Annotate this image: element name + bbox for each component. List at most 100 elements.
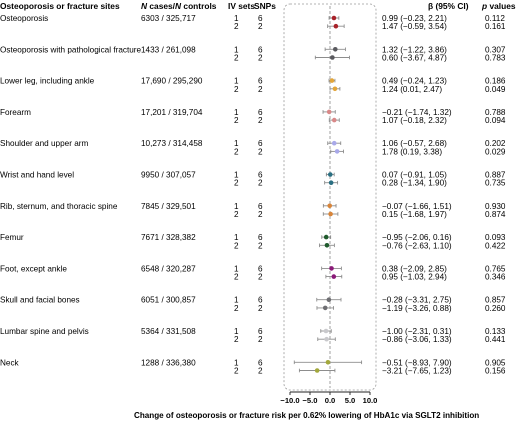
x-tick-label: 10.0	[363, 396, 378, 405]
beta-ci: −1.19 (−3.26, 0.88)	[382, 304, 452, 313]
beta-ci: 0.15 (−1.68, 1.97)	[382, 210, 447, 219]
site-name: Forearm	[0, 108, 31, 117]
snp-count: 6	[258, 296, 263, 305]
snp-count: 6	[258, 327, 263, 336]
snp-count: 2	[258, 54, 263, 63]
iv-set: 1	[234, 358, 239, 367]
site-group: Foot, except ankle 6548 / 320,287 1 6 0.38 (…	[0, 264, 506, 281]
x-tick-label: −10.0	[280, 396, 299, 405]
header-controls-text: controls	[181, 1, 217, 11]
cases-controls: 6303 / 325,717	[141, 14, 196, 23]
p-value: 0.049	[485, 85, 506, 94]
estimate-point	[331, 274, 337, 279]
iv-set: 1	[234, 108, 239, 117]
iv-set: 1	[234, 327, 239, 336]
cases-controls: 7671 / 328,382	[141, 233, 196, 242]
estimate-point	[323, 328, 329, 334]
p-value: 0.094	[485, 116, 506, 125]
iv-set: 2	[234, 367, 239, 376]
estimate-point	[332, 47, 338, 52]
beta-ci: −0.07 (−1.66, 1.51)	[382, 202, 452, 211]
site-group: Lumbar spine and pelvis 5364 / 331,508 1 6 −…	[0, 327, 506, 344]
x-axis: −10.0 −5.0 0.0 5.0 10.0	[280, 391, 378, 405]
beta-ci: −3.21 (−7.65, 1.23)	[382, 367, 452, 376]
cases-controls: 17,201 / 319,704	[141, 108, 203, 117]
site-group: Forearm 17,201 / 319,704 1 6 −0.21 (−1.74, 1…	[0, 108, 506, 125]
iv-set: 1	[234, 45, 239, 54]
beta-ci: 0.07 (−0.91, 1.05)	[382, 171, 447, 180]
estimate-point	[326, 109, 332, 115]
estimate-point	[330, 55, 335, 60]
beta-ci: 0.28 (−1.34, 1.90)	[382, 179, 447, 188]
iv-set: 2	[234, 241, 239, 250]
site-name: Femur	[0, 233, 24, 242]
snp-count: 2	[258, 179, 263, 188]
iv-set: 2	[234, 304, 239, 313]
snp-count: 2	[258, 273, 263, 282]
site-name: Lower leg, including ankle	[0, 77, 95, 86]
estimate-point	[325, 360, 331, 365]
estimate-point	[329, 78, 335, 83]
beta-ci: −0.28 (−3.31, 2.75)	[382, 296, 452, 305]
p-value: 0.735	[485, 179, 506, 188]
p-value: 0.156	[485, 367, 506, 376]
beta-ci: 1.06 (−0.57, 2.68)	[382, 139, 447, 148]
estimate-point	[331, 140, 337, 146]
site-group: Femur 7671 / 328,382 1 6 −0.95 (−2.06, 0.16)…	[0, 233, 506, 250]
iv-set: 1	[234, 171, 239, 180]
site-group: Shoulder and upper arm 10,273 / 314,458 1 6…	[0, 139, 506, 156]
beta-ci: 1.47 (−0.59, 3.54)	[382, 22, 447, 31]
cases-controls: 1288 / 336,380	[141, 358, 196, 367]
header-p-italic: p	[481, 1, 487, 11]
p-value: 0.930	[485, 202, 506, 211]
header-cases-controls: N cases/N controls	[141, 1, 217, 11]
beta-ci: −1.00 (−2.31, 0.31)	[382, 327, 452, 336]
p-value: 0.346	[485, 273, 506, 282]
snp-count: 6	[258, 45, 263, 54]
estimate-point	[327, 172, 333, 177]
iv-set: 1	[234, 14, 239, 23]
beta-ci: 1.07 (−0.18, 2.32)	[382, 116, 447, 125]
iv-set: 1	[234, 139, 239, 148]
cases-controls: 5364 / 331,508	[141, 327, 196, 336]
iv-set: 1	[234, 77, 239, 86]
iv-set: 2	[234, 210, 239, 219]
site-name: Skull and facial bones	[0, 296, 80, 305]
beta-ci: 1.32 (−1.22, 3.86)	[382, 45, 447, 54]
estimate-point	[331, 15, 337, 21]
site-name: Rib, sternum, and thoracic spine	[0, 202, 118, 211]
iv-set: 2	[234, 22, 239, 31]
site-name: Shoulder and upper arm	[0, 139, 88, 148]
snp-count: 6	[258, 202, 263, 211]
site-group: Rib, sternum, and thoracic spine 7845 / 3…	[0, 202, 506, 219]
estimate-point	[329, 266, 334, 271]
header-snps: SNPs	[254, 1, 276, 11]
snp-count: 2	[258, 147, 263, 156]
plot-frame	[283, 3, 377, 391]
estimate-point	[332, 86, 338, 92]
estimate-point	[322, 305, 328, 311]
beta-ci: −0.86 (−3.06, 1.33)	[382, 335, 452, 344]
site-name: Lumbar spine and pelvis	[0, 327, 89, 336]
snp-count: 6	[258, 358, 263, 367]
iv-set: 2	[234, 335, 239, 344]
header-site: Osteoporosis or fracture sites	[0, 1, 120, 11]
snp-count: 2	[258, 116, 263, 125]
beta-ci: 0.95 (−1.03, 2.94)	[382, 273, 447, 282]
p-value: 0.202	[485, 139, 506, 148]
header-p-text: values	[487, 1, 516, 11]
estimate-point	[327, 203, 333, 209]
site-group: Osteoporosis 6303 / 325,717 1 6 0.99 (−0.23,…	[0, 14, 506, 31]
p-value: 0.093	[485, 233, 506, 242]
iv-set: 1	[234, 233, 239, 242]
site-name: Osteoporosis	[0, 14, 48, 23]
iv-set: 2	[234, 147, 239, 156]
snp-count: 6	[258, 77, 263, 86]
estimate-point	[328, 211, 333, 217]
beta-ci: 1.24 (0.01, 2.47)	[382, 85, 442, 94]
estimate-point	[331, 117, 337, 123]
beta-ci: 1.78 (0.19, 3.38)	[382, 147, 442, 156]
snp-count: 6	[258, 264, 263, 273]
snp-count: 2	[258, 367, 263, 376]
x-tick-label: 0.0	[325, 396, 336, 405]
